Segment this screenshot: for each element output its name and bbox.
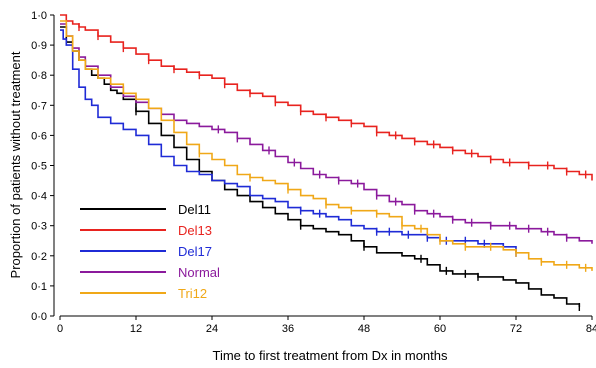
legend-label-tri12: Tri12 xyxy=(178,286,207,301)
y-tick-label: 0·8 xyxy=(31,70,47,82)
y-tick-label: 0·7 xyxy=(31,100,47,112)
series-layer xyxy=(60,14,593,311)
series-line-normal xyxy=(60,23,593,244)
legend-label-normal: Normal xyxy=(178,265,220,280)
legend: Del11 Del13 Del17 Normal Tri12 xyxy=(80,202,220,301)
y-tick-label: 0·5 xyxy=(31,161,47,173)
y-tick-label: 0·3 xyxy=(31,221,47,233)
x-tick-label: 84 xyxy=(586,323,596,335)
y-tick-label: 0·2 xyxy=(31,251,47,263)
y-tick-label: 0·6 xyxy=(31,130,47,142)
y-tick-label: 0·4 xyxy=(31,191,47,203)
series-line-del13 xyxy=(60,14,593,181)
y-axis-label: Proportion of patients without treatment xyxy=(8,51,23,278)
y-tick-label: 0·0 xyxy=(31,311,47,323)
x-tick-label: 0 xyxy=(57,323,63,335)
y-tick-label: 1·0 xyxy=(31,10,47,22)
series-line-tri12 xyxy=(60,20,593,271)
series-line-del17 xyxy=(60,29,517,253)
x-tick-label: 48 xyxy=(358,323,370,335)
series-tri12 xyxy=(60,20,593,272)
y-tick-label: 0·9 xyxy=(31,40,47,52)
x-tick-label: 24 xyxy=(206,323,218,335)
x-axis-label: Time to first treatment from Dx in month… xyxy=(212,348,448,363)
y-tick-label: 0·1 xyxy=(31,281,47,293)
series-del17 xyxy=(60,29,517,257)
x-tick-label: 72 xyxy=(510,323,522,335)
series-del11 xyxy=(60,26,581,311)
x-tick-label: 12 xyxy=(130,323,142,335)
x-tick-label: 60 xyxy=(434,323,446,335)
x-tick-label: 36 xyxy=(282,323,294,335)
legend-label-del11: Del11 xyxy=(178,202,211,217)
legend-label-del13: Del13 xyxy=(178,223,212,238)
axes: 0 12 24 36 48 60 72 84 0·0 0·1 0·2 0·3 0·4 0·5 0·6 0·7 0… xyxy=(31,10,596,335)
series-del13 xyxy=(60,14,593,181)
series-line-del11 xyxy=(60,26,581,307)
legend-label-del17: Del17 xyxy=(178,244,212,259)
series-normal xyxy=(60,23,593,244)
